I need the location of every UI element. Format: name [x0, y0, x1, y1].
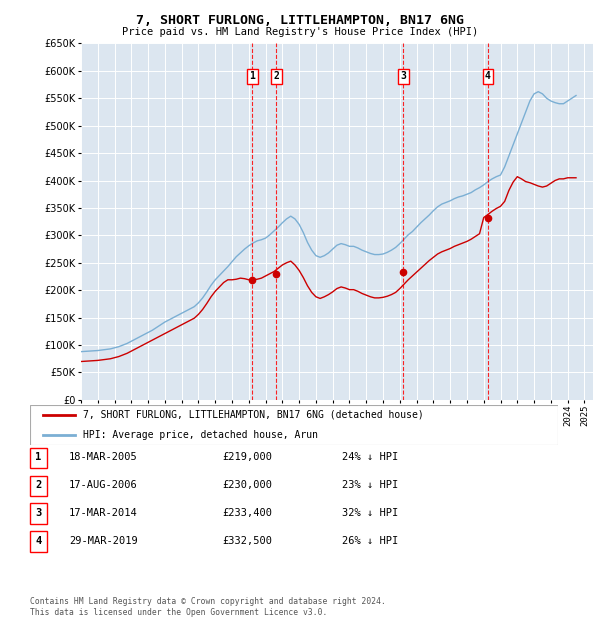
Text: 3: 3: [400, 71, 406, 81]
Text: 26% ↓ HPI: 26% ↓ HPI: [342, 536, 398, 546]
Text: 1: 1: [35, 452, 41, 462]
Text: £219,000: £219,000: [222, 452, 272, 462]
Text: 1: 1: [250, 71, 255, 81]
Text: 4: 4: [485, 71, 491, 81]
Text: 18-MAR-2005: 18-MAR-2005: [69, 452, 138, 462]
Text: £332,500: £332,500: [222, 536, 272, 546]
Text: 3: 3: [35, 508, 41, 518]
Text: 17-AUG-2006: 17-AUG-2006: [69, 480, 138, 490]
Text: 32% ↓ HPI: 32% ↓ HPI: [342, 508, 398, 518]
Text: £230,000: £230,000: [222, 480, 272, 490]
Text: Contains HM Land Registry data © Crown copyright and database right 2024.
This d: Contains HM Land Registry data © Crown c…: [30, 598, 386, 617]
Text: 4: 4: [35, 536, 41, 546]
Text: 2: 2: [35, 480, 41, 490]
Text: 29-MAR-2019: 29-MAR-2019: [69, 536, 138, 546]
Text: 2: 2: [273, 71, 279, 81]
Text: 7, SHORT FURLONG, LITTLEHAMPTON, BN17 6NG: 7, SHORT FURLONG, LITTLEHAMPTON, BN17 6N…: [136, 14, 464, 27]
Text: 24% ↓ HPI: 24% ↓ HPI: [342, 452, 398, 462]
Text: 17-MAR-2014: 17-MAR-2014: [69, 508, 138, 518]
Text: £233,400: £233,400: [222, 508, 272, 518]
Text: Price paid vs. HM Land Registry's House Price Index (HPI): Price paid vs. HM Land Registry's House …: [122, 27, 478, 37]
Text: 7, SHORT FURLONG, LITTLEHAMPTON, BN17 6NG (detached house): 7, SHORT FURLONG, LITTLEHAMPTON, BN17 6N…: [83, 410, 424, 420]
Text: 23% ↓ HPI: 23% ↓ HPI: [342, 480, 398, 490]
Text: HPI: Average price, detached house, Arun: HPI: Average price, detached house, Arun: [83, 430, 318, 440]
